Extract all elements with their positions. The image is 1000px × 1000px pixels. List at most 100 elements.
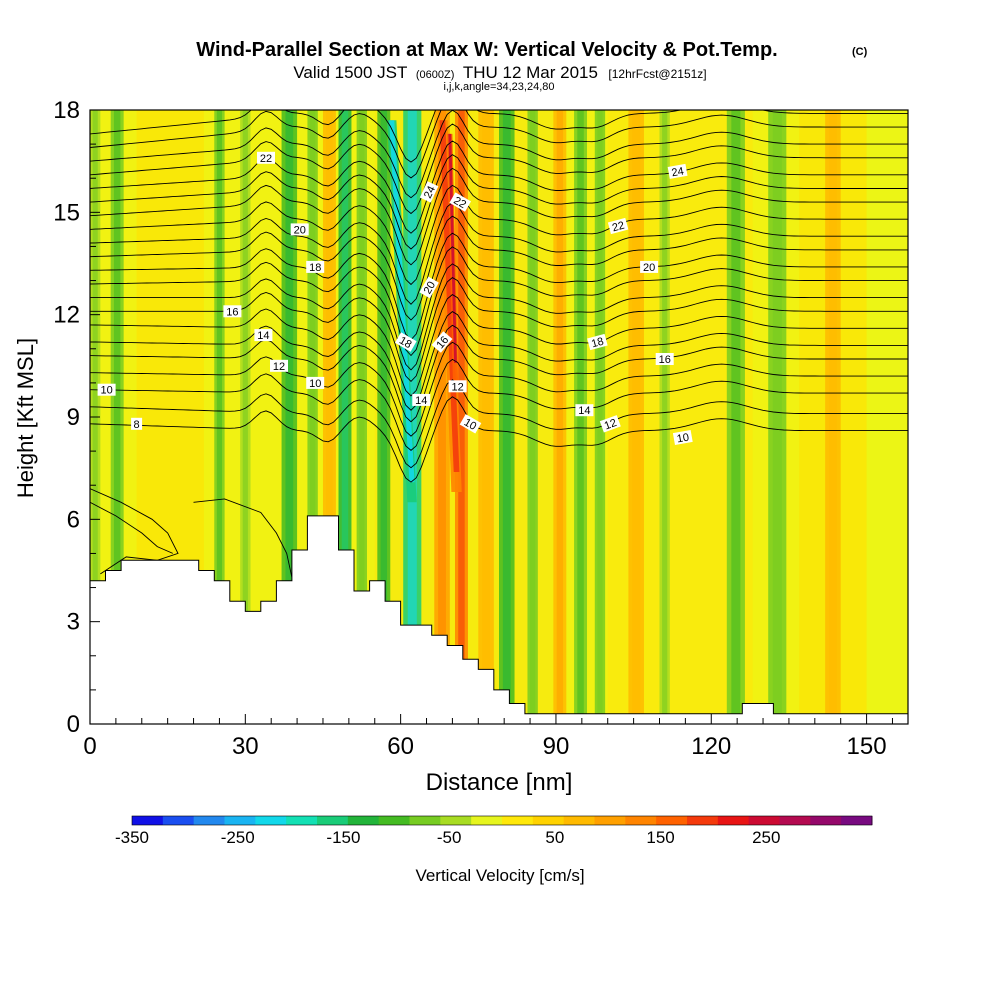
colorbar-tick-labels: -350 -250 -150 -50 50 150 250 [115, 828, 780, 847]
velocity-band-core [458, 110, 465, 724]
contour-label-text: 18 [309, 262, 321, 274]
contour-label-text: 14 [578, 405, 590, 417]
velocity-band-core [731, 110, 741, 724]
contour-label: 24 [667, 163, 688, 179]
contour-label: 10 [306, 376, 325, 390]
isotherm-line [90, 488, 179, 575]
contour-label-text: 12 [451, 381, 463, 393]
contour-label-text: 16 [226, 306, 238, 318]
colorbar-label: Vertical Velocity [cm/s] [415, 866, 584, 885]
contour-label: 22 [449, 192, 471, 212]
y-tick-label: 15 [53, 199, 80, 226]
colorbar-frame [131, 815, 873, 826]
isotherm-line [90, 246, 908, 357]
contour-label: 22 [257, 151, 275, 165]
contour-label-bg [672, 430, 693, 445]
x-tick-label: 150 [847, 733, 887, 760]
velocity-band-core [597, 110, 603, 724]
x-tick-label: 0 [83, 733, 96, 760]
colorbar-swatch [748, 816, 780, 825]
y-tick-label: 9 [67, 404, 80, 431]
contour-label-bg [306, 260, 325, 273]
contour-label-bg [290, 223, 309, 236]
colorbar-swatch [625, 816, 657, 825]
contour-label: 12 [270, 359, 288, 373]
isotherm-line [90, 341, 908, 437]
contour-label-text: 22 [611, 220, 626, 235]
valid-date: THU 12 Mar 2015 [463, 63, 598, 82]
contour-label-text: 20 [422, 280, 439, 297]
contour-label-bg [431, 331, 453, 353]
colorbar-swatch [286, 816, 318, 825]
contour-label-bg [640, 260, 659, 273]
isotherm-line [90, 294, 908, 397]
colorbar-swatch [810, 816, 842, 825]
colorbar-swatch [255, 816, 287, 825]
contour-label-text: 22 [451, 195, 468, 212]
contour-label: 14 [412, 393, 431, 407]
contour-label-bg [667, 163, 688, 179]
contour-label-text: 10 [462, 416, 479, 433]
isotherm-line [90, 110, 908, 163]
contour-label-text: 24 [422, 184, 438, 200]
contour-label: 18 [306, 260, 325, 274]
velocity-band-core [632, 110, 641, 724]
contour-label-bg [575, 404, 594, 417]
y-axis: 0 3 6 9 12 15 18 [53, 97, 100, 738]
velocity-band-core [359, 110, 365, 724]
colorbar-swatch [471, 816, 503, 825]
colorbar-swatch [409, 816, 441, 825]
colorbar-tick-label: -150 [326, 828, 360, 847]
y-tick-label: 12 [53, 302, 80, 329]
isotherm-line [90, 232, 908, 341]
contour-label-bg [395, 332, 417, 352]
velocity-band-core [662, 110, 668, 724]
valid-utc: (0600Z) [416, 69, 455, 81]
x-tick-label: 90 [543, 733, 570, 760]
colorbar [131, 815, 873, 826]
contour-label: 12 [599, 415, 621, 433]
colorbar-swatch [656, 816, 688, 825]
colorbar-swatch [317, 816, 349, 825]
contour-label-bg [448, 380, 467, 393]
colorbar-swatch [378, 816, 410, 825]
velocity-band-core [326, 110, 333, 724]
velocity-band-core [242, 110, 248, 724]
contour-label-bg [419, 276, 439, 299]
contour-label: 8 [131, 417, 143, 431]
contour-label-text: 18 [590, 336, 605, 351]
velocity-band-core [438, 110, 446, 724]
title-mark: (C) [852, 46, 868, 58]
contour-label-bg [306, 376, 325, 389]
isotherm-line [90, 263, 908, 371]
contour-label-bg [131, 417, 143, 430]
contour-label-bg [459, 414, 482, 434]
y-tick-label: 3 [67, 609, 80, 636]
velocity-band-core [113, 110, 121, 724]
contour-label-text: 20 [643, 262, 655, 274]
contour-label-text: 16 [659, 354, 671, 366]
colorbar-swatch [193, 816, 225, 825]
colorbar-tick-label: 150 [646, 828, 674, 847]
contour-label-bg [607, 217, 629, 235]
contour-label-bg [419, 181, 439, 203]
y-tick-label: 0 [67, 711, 80, 738]
isotherm-line [90, 379, 908, 469]
theta-isotherms [90, 110, 908, 578]
y-axis-label: Height [Kft MSL] [13, 338, 38, 498]
isotherm-line [90, 215, 908, 321]
isotherm-line [90, 311, 908, 411]
colorbar-swatch [594, 816, 626, 825]
isotherm-line [90, 110, 908, 199]
velocity-band-core [502, 110, 511, 724]
contour-label-text: 10 [100, 385, 112, 397]
colorbar-swatch [532, 816, 565, 825]
x-axis: 0 30 60 90 120 150 [83, 714, 893, 760]
colorbar-swatch [162, 816, 195, 825]
contour-label: 14 [254, 329, 273, 342]
contour-label: 20 [290, 223, 309, 236]
isotherm-line [90, 154, 908, 250]
grid-indices: i,j,k,angle=34,23,24,80 [443, 81, 554, 93]
chart-title: Wind-Parallel Section at Max W: Vertical… [196, 39, 777, 61]
valid-line: Valid 1500 JST (0600Z) THU 12 Mar 2015 [… [293, 63, 706, 82]
